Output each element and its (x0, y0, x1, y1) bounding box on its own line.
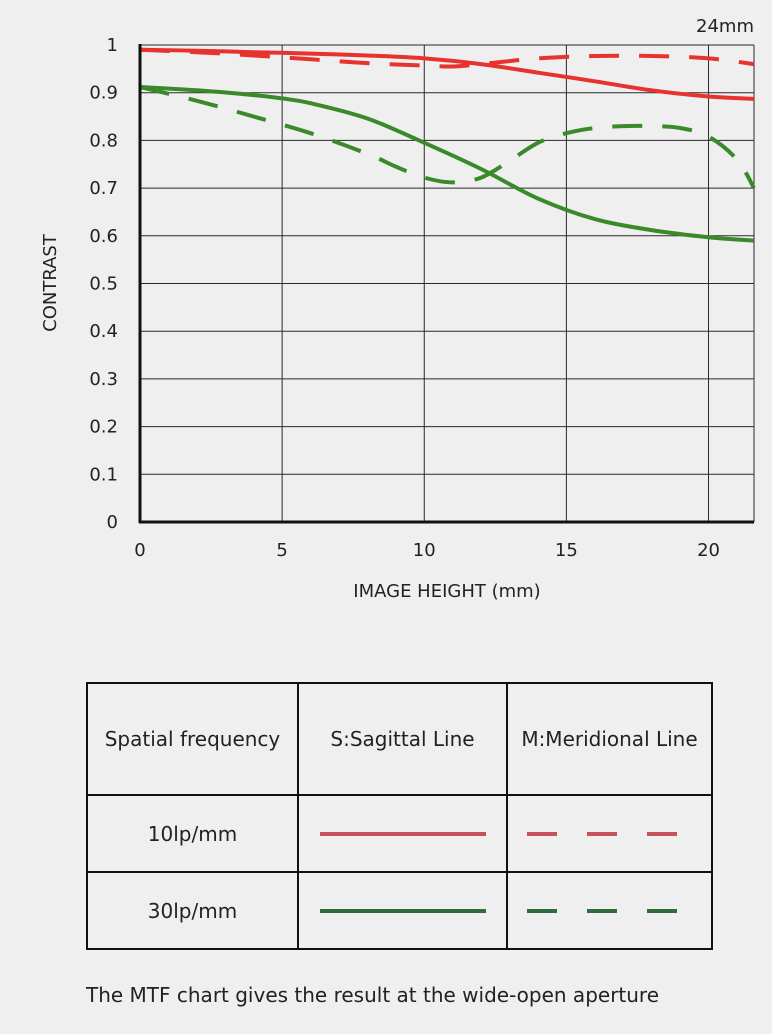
legend-header-row: Spatial frequency S:Sagittal Line M:Meri… (86, 682, 713, 796)
chart-title: 24mm (696, 16, 754, 37)
series-line-1 (139, 47, 755, 69)
legend-swatch-sagittal-10 (297, 794, 508, 873)
y-tick-label: 0.4 (89, 321, 118, 342)
series-line-3 (139, 85, 756, 190)
mtf-chart: 24mm 0 5 10 15 20 00.10.20.30.40.50.60.70.80… (40, 16, 756, 602)
legend-row-label: 10lp/mm (86, 794, 299, 873)
legend-row-30lp: 30lp/mm (86, 871, 713, 950)
legend-swatch-sagittal-30 (297, 871, 508, 950)
sagittal-30-swatch (319, 908, 486, 913)
legend-row-label: 30lp/mm (86, 871, 299, 950)
x-tick-label: 15 (555, 540, 578, 561)
legend-table: Spatial frequency S:Sagittal Line M:Meri… (86, 682, 713, 950)
axes (138, 44, 754, 524)
x-tick-label: 0 (134, 540, 145, 561)
header-meridional: M:Meridional Line (506, 682, 713, 796)
y-tick-label: 0 (107, 512, 118, 533)
x-axis-title: IMAGE HEIGHT (mm) (353, 581, 540, 602)
header-sagittal: S:Sagittal Line (297, 682, 508, 796)
y-tick-label: 1 (107, 35, 118, 56)
y-tick-label: 0.2 (89, 417, 118, 438)
y-tick-label: 0.5 (89, 274, 118, 295)
y-axis-title: CONTRAST (40, 233, 61, 332)
legend-swatch-meridional-30 (506, 871, 713, 950)
y-tick-label: 0.7 (89, 178, 118, 199)
meridional-30-swatch (526, 908, 693, 913)
header-spatial-frequency: Spatial frequency (86, 682, 299, 796)
legend-row-10lp: 10lp/mm (86, 794, 713, 873)
x-tick-label: 20 (697, 540, 720, 561)
footnote: The MTF chart gives the result at the wi… (86, 983, 660, 1007)
x-tick-label: 5 (276, 540, 287, 561)
legend-swatch-meridional-10 (506, 794, 713, 873)
grid (140, 44, 755, 522)
sagittal-10-swatch (319, 831, 486, 836)
meridional-10-swatch (526, 831, 693, 836)
y-tick-label: 0.3 (89, 369, 118, 390)
y-tick-label: 0.1 (89, 464, 118, 485)
y-tick-labels: 0 0.1 0.2 0.3 0.4 0.5 0.6 0.7 0.8 0.9 1 (89, 35, 118, 533)
y-tick-label: 0.8 (89, 130, 118, 151)
series-line-2 (139, 85, 755, 243)
x-tick-label: 10 (413, 540, 436, 561)
y-tick-label: 0.6 (89, 226, 118, 247)
series-layer (139, 47, 756, 243)
y-tick-label: 0.9 (89, 83, 118, 104)
series-line-0 (139, 47, 755, 101)
x-tick-labels: 0 5 10 15 20 (134, 540, 720, 561)
